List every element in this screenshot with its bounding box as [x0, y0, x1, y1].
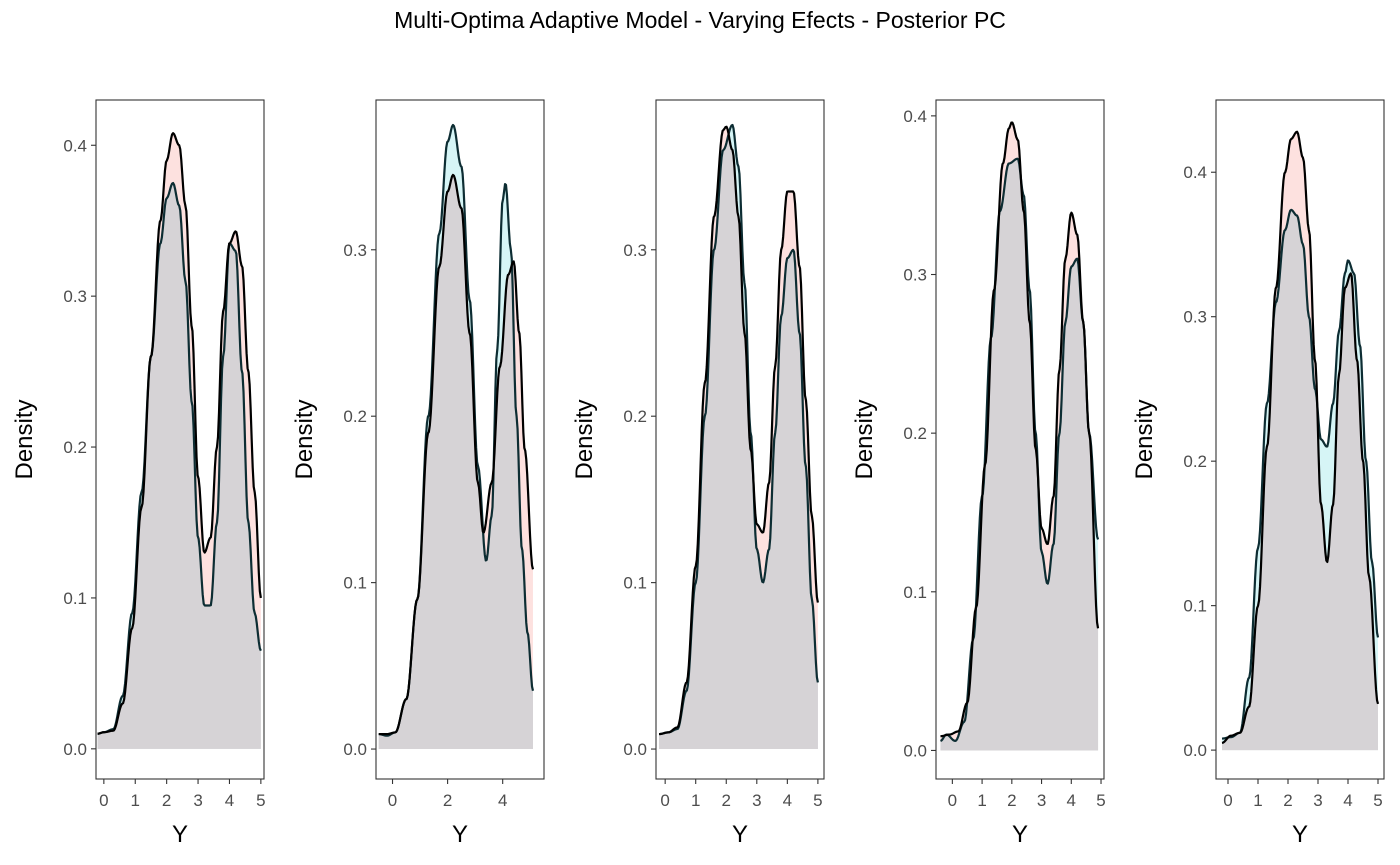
y-tick-label: 0.2	[63, 438, 87, 457]
y-tick-label: 0.4	[63, 136, 87, 155]
y-axis-label: Density	[291, 399, 318, 479]
x-tick-label: 0	[388, 791, 397, 810]
x-tick-label: 0	[948, 791, 957, 810]
x-axis-label: Y	[732, 821, 748, 848]
panel-3: 0.0 0.1 0.2 0.3 0 1 2 3 4 5 Y Density	[571, 99, 825, 848]
y-tick-label: 0.3	[903, 266, 927, 285]
y-tick-label: 0.2	[903, 424, 927, 443]
x-axis-label: Y	[1012, 821, 1028, 848]
x-tick-label: 1	[691, 791, 700, 810]
panel-5: 0.0 0.1 0.2 0.3 0.4 0 1 2 3 4 5 Y Density	[1131, 99, 1385, 848]
y-tick-label: 0.3	[623, 241, 647, 260]
series-b-line	[1221, 208, 1380, 740]
series-a-line	[97, 132, 262, 735]
x-tick-label: 0	[1223, 791, 1232, 810]
overlap-area	[378, 174, 533, 750]
x-tick-label: 5	[1373, 791, 1382, 810]
x-tick-label: 2	[1007, 791, 1016, 810]
x-tick-label: 3	[1313, 791, 1322, 810]
y-tick-label: 0.0	[1183, 741, 1207, 760]
panels-group: 0.00.10.20.30.40 1 2 3 4 5YDensity0.00.10.20.…	[11, 99, 1385, 848]
series-a-line	[658, 125, 819, 736]
x-tick-label: 4	[498, 791, 507, 810]
x-tick-label: 5	[256, 791, 265, 810]
chart-title: Multi-Optima Adaptive Model - Varying Ef…	[394, 7, 1006, 33]
y-tick-label: 0.2	[343, 407, 367, 426]
y-tick-label: 0.1	[1183, 597, 1207, 616]
x-tick-label: 4	[1067, 791, 1076, 810]
x-tick-label: 1	[131, 791, 140, 810]
x-tick-label: 4	[1343, 791, 1352, 810]
overlap-area	[1222, 209, 1378, 751]
x-tick-label: 2	[162, 791, 171, 810]
x-tick-label: 2	[443, 791, 452, 810]
x-tick-label: 0	[660, 791, 669, 810]
x-tick-label: 2	[722, 791, 731, 810]
x-axis-label: Y	[1292, 821, 1308, 848]
y-tick-label: 0.0	[623, 740, 647, 759]
x-tick-label: 4	[783, 791, 792, 810]
y-tick-label: 0.3	[343, 241, 367, 260]
y-tick-label: 0.0	[343, 740, 367, 759]
y-tick-label: 0.4	[1183, 163, 1207, 182]
series-a-line	[1221, 130, 1380, 744]
x-tick-label: 5	[813, 791, 822, 810]
x-tick-label: 3	[1037, 791, 1046, 810]
y-tick-label: 0.4	[903, 107, 927, 126]
panel-border	[655, 99, 825, 780]
x-axis-label: Y	[172, 821, 188, 848]
panel-border	[375, 99, 545, 780]
y-tick-label: 0.3	[1183, 308, 1207, 327]
y-tick-label: 0.1	[343, 574, 367, 593]
y-tick-label: 0.1	[63, 589, 87, 608]
y-tick-label: 0.0	[63, 740, 87, 759]
y-axis-label: Density	[1131, 399, 1158, 479]
x-tick-label: 3	[752, 791, 761, 810]
overlap-area	[659, 134, 818, 750]
y-axis-label: Density	[11, 399, 38, 479]
y-tick-label: 0.2	[623, 407, 647, 426]
x-tick-label: 0	[99, 791, 108, 810]
x-axis-label: Y	[452, 821, 468, 848]
x-tick-label: 2	[1283, 791, 1292, 810]
x-tick-label: 4	[225, 791, 234, 810]
panel-1: 0.0 0.1 0.2 0.3 0.4 0 1 2 3 4 5 Y Density	[11, 99, 266, 848]
x-tick-label: 5	[1096, 791, 1105, 810]
y-axis-label: Density	[571, 399, 598, 479]
y-axis-label: Density	[851, 399, 878, 479]
panel-border	[95, 99, 265, 780]
y-tick-label: 0.2	[1183, 452, 1207, 471]
y-tick-label: 0.3	[63, 287, 87, 306]
y-tick-label: 0.1	[623, 574, 647, 593]
panel-2: 0.0 0.1 0.2 0.3 0 2 4 Y Density	[291, 99, 545, 848]
y-tick-label: 0.0	[903, 741, 927, 760]
series-b-line	[658, 123, 819, 736]
panel-border	[1215, 99, 1385, 780]
panel-border	[935, 99, 1105, 780]
y-tick-label: 0.1	[903, 583, 927, 602]
series-a-line	[940, 121, 1100, 738]
series-a-line	[378, 173, 535, 736]
overlap-area	[97, 183, 261, 749]
x-tick-label: 1	[977, 791, 986, 810]
panel-4: 0.0 0.1 0.2 0.3 0.4 0 1 2 3 4 5 Y Density	[851, 99, 1106, 848]
x-tick-label: 3	[193, 791, 202, 810]
overlap-area	[940, 158, 1099, 751]
x-tick-label: 1	[1253, 791, 1262, 810]
